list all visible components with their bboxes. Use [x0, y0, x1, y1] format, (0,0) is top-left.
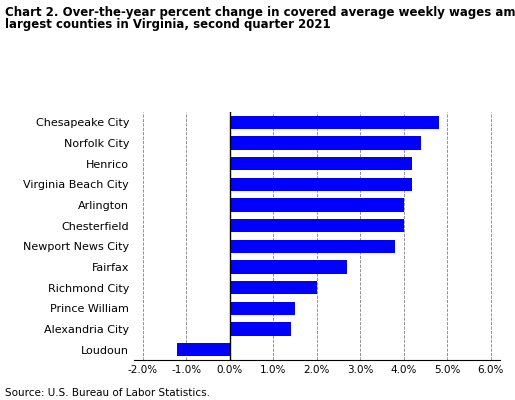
Bar [230, 322, 290, 336]
Bar [230, 157, 413, 170]
Bar [230, 178, 413, 191]
Bar [230, 302, 295, 315]
Bar [230, 198, 404, 212]
Text: Source: U.S. Bureau of Labor Statistics.: Source: U.S. Bureau of Labor Statistics. [5, 388, 210, 398]
Bar [230, 260, 347, 274]
Bar [178, 343, 230, 356]
Bar [230, 219, 404, 232]
Bar [230, 136, 421, 150]
Bar [230, 281, 317, 294]
Text: largest counties in Virginia, second quarter 2021: largest counties in Virginia, second qua… [5, 18, 331, 31]
Bar [230, 240, 395, 253]
Bar [230, 116, 439, 129]
Text: Chart 2. Over-the-year percent change in covered average weekly wages among the: Chart 2. Over-the-year percent change in… [5, 6, 515, 19]
